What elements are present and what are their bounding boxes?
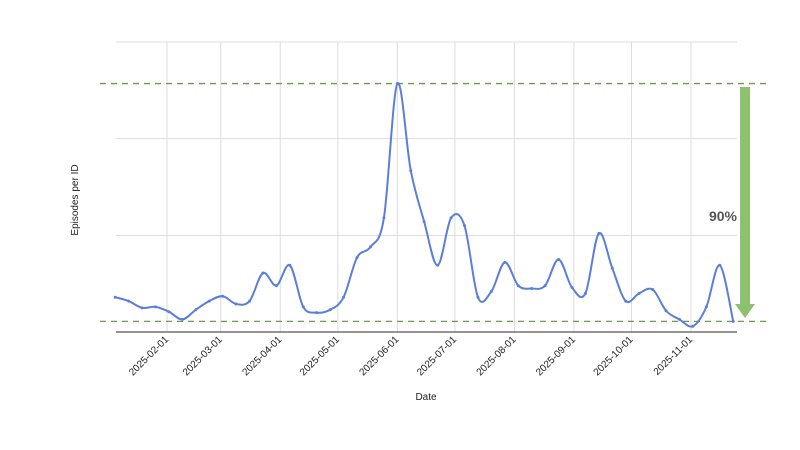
x-tick-label: 2025-06-01 [357, 334, 401, 378]
data-point [194, 308, 198, 312]
data-point [570, 286, 574, 290]
data-point [503, 260, 507, 264]
x-tick-label: 2025-07-01 [415, 334, 459, 378]
data-point [127, 299, 131, 303]
arrow-head [735, 304, 755, 318]
series-line [114, 82, 735, 328]
data-point [180, 317, 184, 321]
x-tick-label: 2025-05-01 [298, 334, 342, 378]
arrow-shaft [740, 87, 750, 306]
data-points [113, 82, 735, 328]
reference-lines [100, 82, 768, 323]
data-point [610, 266, 614, 270]
data-point [355, 256, 359, 260]
data-point [382, 216, 386, 220]
data-point [301, 305, 305, 309]
data-point [234, 302, 238, 306]
x-tick-label: 2025-09-01 [534, 334, 578, 378]
x-tick-label: 2025-10-01 [592, 334, 636, 378]
data-point [637, 291, 641, 295]
data-point [436, 263, 440, 267]
data-point [167, 310, 171, 314]
data-point [274, 284, 278, 288]
data-point [718, 263, 722, 267]
data-point [140, 306, 144, 310]
data-point [207, 299, 211, 303]
data-point [422, 220, 426, 224]
data-point [395, 82, 399, 86]
x-tick-label: 2025-04-01 [240, 334, 284, 378]
data-point [153, 305, 157, 309]
data-point [315, 311, 319, 315]
data-point [368, 245, 372, 249]
data-point [731, 319, 735, 323]
x-tick-label: 2025-02-01 [127, 334, 171, 378]
data-point [543, 284, 547, 288]
x-tick-labels: 2025-02-01 2025-03-01 2025-04-01 2025-05-01… [127, 334, 695, 378]
y-axis-label: Episodes per ID [70, 164, 81, 235]
data-point [449, 216, 453, 220]
data-point [624, 299, 628, 303]
x-axis-label: Date [415, 392, 437, 403]
data-point [691, 324, 695, 328]
data-point [221, 294, 225, 298]
annotation-arrow [735, 87, 755, 318]
data-point [113, 295, 117, 299]
data-point [248, 299, 252, 303]
grid [116, 41, 737, 332]
annotation-label: 90% [709, 208, 738, 224]
data-point [704, 305, 708, 309]
data-point [489, 289, 493, 293]
data-point [583, 291, 587, 295]
x-tick-label: 2025-03-01 [181, 334, 225, 378]
data-point [677, 317, 681, 321]
data-point [288, 263, 292, 267]
data-point [261, 271, 265, 275]
data-point [597, 231, 601, 235]
data-point [651, 287, 655, 291]
data-point [463, 224, 467, 228]
data-point [328, 308, 332, 312]
data-point [476, 295, 480, 299]
data-point [342, 295, 346, 299]
data-point [557, 258, 561, 261]
data-point [530, 287, 534, 290]
data-point [664, 309, 668, 313]
data-point [409, 169, 413, 173]
x-tick-label: 2025-08-01 [475, 334, 519, 378]
data-point [516, 284, 520, 288]
x-tick-label: 2025-11-01 [652, 334, 696, 378]
